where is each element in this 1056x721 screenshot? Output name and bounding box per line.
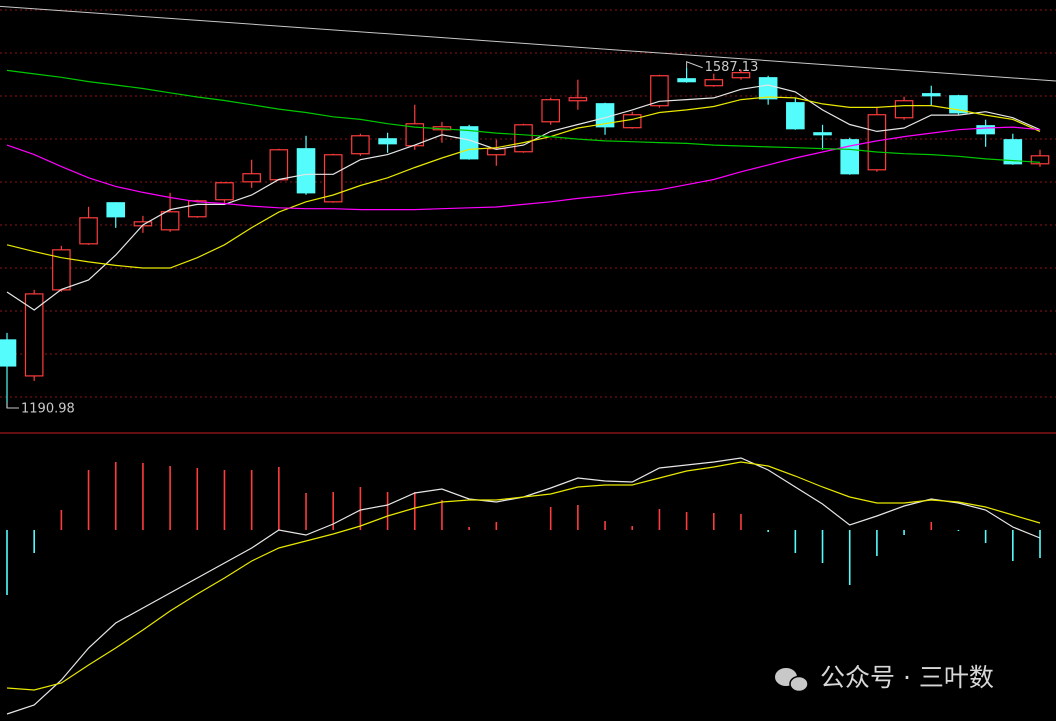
candle-body (215, 182, 234, 201)
candle-body (269, 149, 289, 181)
candle-body (106, 202, 126, 218)
price-panel: 1587.13 1190.98 (0, 5, 1056, 416)
watermark-text: 公众号 · 三叶数 (820, 663, 994, 692)
candle-body (650, 75, 669, 107)
min-label: 1190.98 (21, 401, 75, 416)
line-series (6, 96, 1041, 269)
candle-body (242, 173, 261, 183)
candle-body (0, 339, 17, 367)
candle-body (1003, 139, 1023, 165)
candle-body (731, 72, 751, 79)
candle-body (24, 293, 44, 377)
line-series (6, 84, 1041, 311)
candle-body (296, 148, 316, 194)
watermark: 公众号 · 三叶数 (775, 663, 994, 693)
candle-body (323, 154, 343, 203)
candle-body (160, 211, 180, 231)
candle-body (79, 217, 98, 245)
candle-body (514, 124, 533, 153)
max-pointer (686, 61, 703, 69)
line-series (6, 69, 1041, 163)
watermark-icon (789, 675, 809, 693)
candle-body (786, 102, 805, 130)
candle-body (704, 79, 724, 87)
min-pointer (6, 401, 19, 409)
macd-panel (6, 457, 1041, 715)
candle-body (622, 114, 642, 129)
candle-body (840, 139, 860, 175)
candle-body (949, 95, 968, 114)
candle-body (758, 77, 778, 100)
candle-body (921, 93, 941, 97)
candle-body (541, 99, 560, 123)
candle-body (1030, 155, 1050, 165)
candle-body (568, 97, 588, 102)
candle-body (487, 148, 506, 156)
candle-body (976, 125, 995, 135)
candle-body (677, 78, 696, 83)
line-series (6, 461, 1041, 691)
trendline (0, 5, 1056, 82)
candle-body (813, 132, 832, 136)
candle-body (351, 135, 370, 155)
line-series (6, 126, 1041, 211)
candle-body (378, 138, 397, 145)
candle-body (187, 200, 207, 218)
max-label: 1587.13 (705, 60, 759, 75)
candle-body (894, 100, 914, 119)
